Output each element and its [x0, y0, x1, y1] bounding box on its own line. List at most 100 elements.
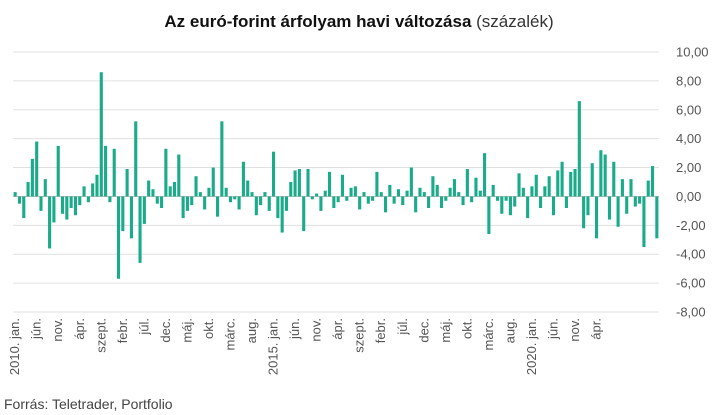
bar — [383, 196, 388, 213]
bar — [129, 196, 133, 239]
bar — [439, 196, 444, 208]
bar — [319, 196, 323, 211]
x-tick-label: márc. — [222, 318, 237, 351]
bar — [293, 170, 297, 197]
bar — [388, 184, 392, 197]
bar — [401, 196, 405, 206]
bar — [95, 174, 99, 197]
bar — [629, 179, 633, 197]
x-tick-label: ápr. — [72, 318, 87, 340]
bar — [534, 174, 538, 197]
x-tick-label: júl. — [395, 318, 410, 336]
bar — [35, 141, 39, 197]
bar — [500, 196, 504, 214]
bar — [375, 171, 379, 197]
bar — [30, 158, 34, 197]
y-tick-label: -8,00 — [676, 305, 706, 320]
bar — [181, 196, 185, 219]
bar — [444, 196, 448, 201]
x-tick-label: okt. — [201, 318, 216, 339]
bar — [474, 177, 478, 197]
y-tick-label: -6,00 — [676, 276, 706, 291]
bar — [276, 196, 280, 219]
x-tick-label: febr. — [373, 318, 388, 343]
x-tick-label: jún. — [287, 318, 302, 340]
bar — [86, 196, 90, 203]
bar — [297, 169, 301, 197]
y-tick-label: 10,00 — [676, 45, 709, 60]
x-tick-label: 2015. jan. — [266, 318, 281, 375]
x-tick-label: dec. — [416, 318, 431, 343]
bar — [280, 196, 284, 233]
bar — [508, 196, 512, 216]
bar — [48, 196, 52, 249]
bar — [431, 176, 435, 197]
x-tick-label: nov. — [50, 318, 65, 342]
bar — [17, 196, 22, 204]
bar — [396, 189, 400, 197]
bar — [56, 145, 60, 197]
bar — [599, 150, 603, 197]
bar — [336, 196, 340, 203]
bar — [246, 180, 250, 197]
bar — [315, 193, 319, 197]
bar — [241, 161, 245, 197]
bar — [491, 184, 495, 197]
x-tick-label: ápr. — [589, 318, 604, 340]
y-tick-label: 6,00 — [676, 102, 701, 117]
bar — [310, 196, 314, 200]
bar — [625, 196, 629, 214]
bar — [392, 196, 396, 204]
bar — [22, 196, 26, 219]
source-note: Forrás: Teletrader, Portfolio — [4, 396, 173, 412]
x-tick-label: nov. — [309, 318, 324, 342]
bar — [539, 196, 543, 208]
bar — [211, 167, 215, 197]
bar — [69, 196, 73, 208]
bar — [99, 72, 103, 197]
x-tick-label: jún. — [545, 318, 560, 340]
bar — [547, 176, 551, 197]
bar — [633, 196, 637, 207]
x-tick-label: nov. — [567, 318, 582, 342]
bar — [233, 196, 237, 200]
bar — [478, 190, 482, 197]
x-tick-label: máj. — [438, 318, 453, 343]
bar — [422, 192, 426, 197]
bar — [345, 196, 349, 201]
bar — [353, 186, 357, 197]
bar — [272, 151, 276, 197]
bar — [65, 196, 69, 220]
bar — [151, 189, 155, 197]
bar — [435, 184, 439, 197]
x-tick-label: aug. — [244, 318, 259, 343]
bar — [267, 196, 271, 211]
x-tick-label: okt. — [459, 318, 474, 339]
bar — [526, 196, 530, 219]
bar — [116, 196, 121, 279]
bar — [504, 196, 508, 201]
y-tick-label: -2,00 — [676, 218, 706, 233]
x-tick-label: márc. — [481, 318, 496, 351]
bar — [483, 153, 487, 197]
bar — [638, 196, 642, 204]
bar — [650, 166, 655, 197]
bar — [590, 163, 594, 197]
bar — [203, 196, 207, 210]
bar — [620, 179, 624, 197]
bar — [289, 182, 293, 197]
x-tick-label: júl. — [136, 318, 151, 336]
x-tick-label: szept. — [352, 318, 367, 353]
x-tick-label: szept. — [93, 318, 108, 353]
y-tick-label: 8,00 — [676, 73, 701, 88]
bar — [556, 170, 560, 197]
bar — [521, 187, 525, 197]
x-tick-label: máj. — [179, 318, 194, 343]
bar — [323, 190, 327, 197]
bar — [43, 179, 47, 197]
bar — [642, 196, 646, 247]
bar — [551, 196, 556, 216]
bar — [155, 196, 159, 204]
bar — [121, 196, 125, 232]
bar — [457, 192, 461, 197]
